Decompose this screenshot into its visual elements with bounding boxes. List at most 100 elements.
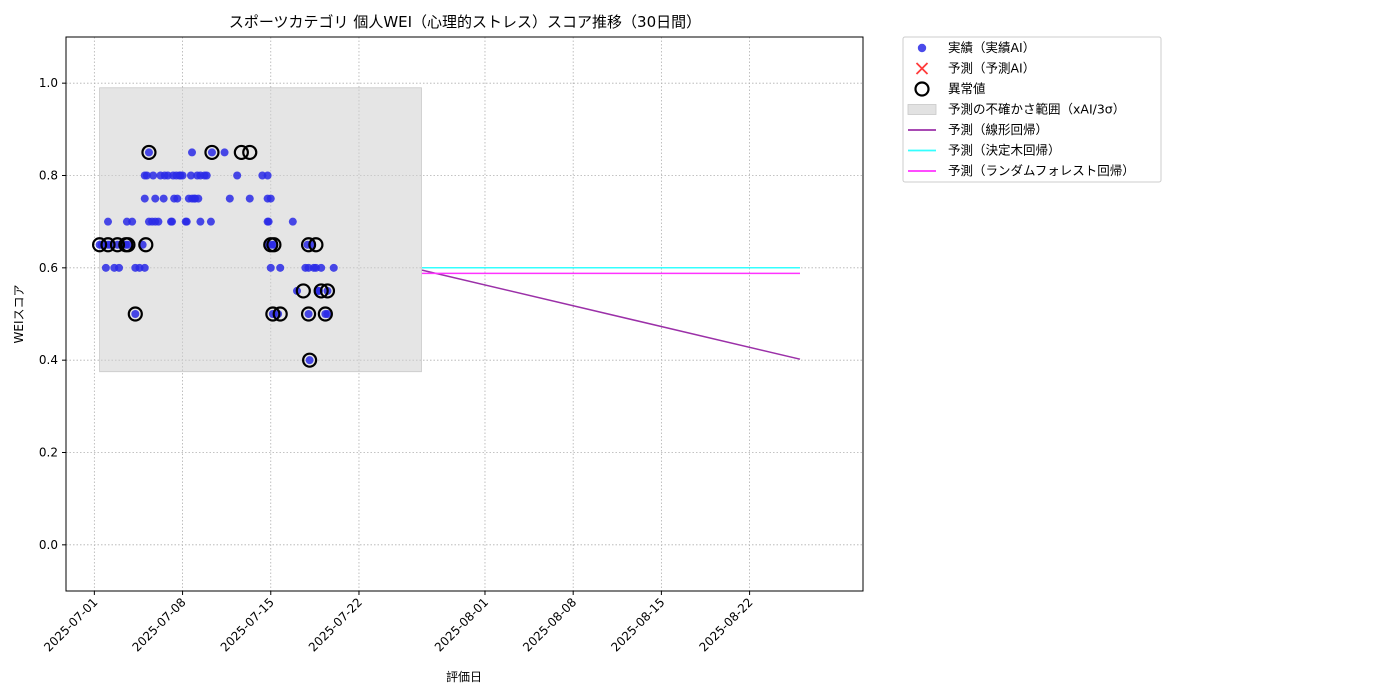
anomaly-point <box>127 306 143 322</box>
y-tick-label-0-0: 0.0 <box>39 538 58 552</box>
x-axis-ticks: 2025-07-01 2025-07-08 2025-07-15 2025-07-22… <box>41 591 756 654</box>
actual-point <box>142 171 151 180</box>
actual-point <box>154 217 163 226</box>
anomaly-markers <box>92 144 336 368</box>
y-tick-label-0-4: 0.4 <box>39 353 58 367</box>
actual-point <box>266 263 275 272</box>
legend-item-actual[interactable]: 実績（実績AI） <box>917 40 1035 55</box>
x-tick-label-2025-07-22: 2025-07-22 <box>306 595 365 654</box>
actual-point <box>178 171 187 180</box>
legend-predicted-x-marker <box>915 62 929 75</box>
actual-point <box>305 356 314 365</box>
anomaly-point <box>266 237 282 253</box>
y-axis-ticks: 0.0 0.2 0.4 0.6 0.8 1.0 <box>39 76 66 552</box>
legend-label: 予測（予測AI） <box>948 61 1035 76</box>
actual-point <box>206 217 215 226</box>
actual-point <box>131 310 140 318</box>
anomaly-point <box>242 144 258 161</box>
y-tick-label-0-2: 0.2 <box>39 446 58 460</box>
legend-item-random-forest[interactable]: 予測（ランダムフォレスト回帰） <box>908 163 1135 178</box>
legend-anomaly-marker <box>914 81 930 97</box>
anomaly-point <box>302 352 318 368</box>
anomaly-point <box>120 237 136 253</box>
x-tick-label-2025-07-01: 2025-07-01 <box>41 595 100 654</box>
x-tick-label-2025-08-08: 2025-08-08 <box>520 595 579 654</box>
x-tick-label-2025-08-15: 2025-08-15 <box>608 595 667 654</box>
anomaly-point <box>233 144 249 161</box>
legend-frame <box>902 36 1162 183</box>
y-axis-label: WEIスコア <box>12 285 26 344</box>
anomaly-point <box>138 237 154 253</box>
x-tick-label-2025-07-08: 2025-07-08 <box>129 595 188 654</box>
x-tick-label-2025-08-22: 2025-08-22 <box>696 595 755 654</box>
legend-item-linear[interactable]: 予測（線形回帰） <box>908 122 1048 137</box>
anomaly-point <box>295 283 311 299</box>
actual-point <box>220 148 229 157</box>
actual-point <box>186 171 195 180</box>
actual-point <box>266 194 275 203</box>
anomaly-point <box>265 306 281 322</box>
actual-point <box>264 217 273 226</box>
y-tick-label-0-8: 0.8 <box>39 169 58 183</box>
x-tick-label-2025-07-15: 2025-07-15 <box>218 595 277 654</box>
anomaly-point <box>313 283 329 299</box>
actual-point <box>151 194 160 203</box>
plot-frame <box>65 36 864 592</box>
actual-point <box>144 148 153 157</box>
actual-point <box>225 194 234 203</box>
anomaly-point <box>204 144 220 161</box>
legend-item-uncertainty[interactable]: 予測の不確かさ範囲（xAI/3σ） <box>907 102 1125 117</box>
anomaly-point <box>300 306 317 322</box>
legend-item-predicted-ai[interactable]: 予測（予測AI） <box>915 61 1036 76</box>
actual-point <box>123 240 132 249</box>
actual-point <box>104 217 113 226</box>
chart-title: スポーツカテゴリ 個人WEI（心理的ストレス）スコア推移（30日間） <box>229 13 701 31</box>
anomaly-point <box>272 306 288 322</box>
actual-point <box>168 217 177 226</box>
anomaly-point <box>317 306 333 322</box>
actual-point <box>323 310 332 318</box>
actual-point <box>101 263 110 272</box>
y-tick-label-0-6: 0.6 <box>39 261 58 275</box>
legend-item-anomaly[interactable]: 異常値 <box>914 81 986 97</box>
actual-point <box>329 263 338 272</box>
actual-point <box>288 217 297 226</box>
actual-point <box>245 194 254 203</box>
actual-point <box>115 263 124 272</box>
actual-point <box>202 171 211 180</box>
actual-point <box>140 194 149 203</box>
anomaly-point <box>300 237 317 253</box>
legend-actual-marker <box>917 43 927 53</box>
uncertainty-band <box>99 87 422 373</box>
anomaly-point <box>141 144 157 161</box>
actual-point <box>207 148 216 157</box>
y-tick-label-1-0: 1.0 <box>39 76 58 90</box>
legend-uncertainty-swatch <box>907 104 937 115</box>
legend-item-decision-tree[interactable]: 予測（決定木回帰） <box>908 143 1061 158</box>
actual-point <box>304 310 313 318</box>
actual-point <box>196 217 205 226</box>
legend-label: 予測（線形回帰） <box>948 122 1048 137</box>
legend-label: 予測（ランダムフォレスト回帰） <box>948 163 1135 178</box>
actual-point <box>173 194 182 203</box>
actual-point <box>128 217 137 226</box>
actual-point <box>149 171 158 180</box>
actual-point <box>233 171 242 180</box>
legend-label: 予測の不確かさ範囲（xAI/3σ） <box>948 102 1125 117</box>
actual-point <box>159 194 168 203</box>
anomaly-point <box>92 237 108 253</box>
actual-point <box>263 171 272 180</box>
anomaly-point <box>308 237 324 253</box>
uncertainty-band-layer <box>99 87 422 373</box>
anomaly-point <box>109 237 126 253</box>
anomaly-point <box>319 283 336 299</box>
prediction-lines <box>421 267 801 360</box>
actual-point <box>276 263 285 272</box>
actual-point <box>194 194 203 203</box>
legend-label: 実績（実績AI） <box>948 40 1035 55</box>
linear-regression-line <box>421 269 801 360</box>
actual-point <box>188 148 197 157</box>
actual-point <box>182 217 191 226</box>
